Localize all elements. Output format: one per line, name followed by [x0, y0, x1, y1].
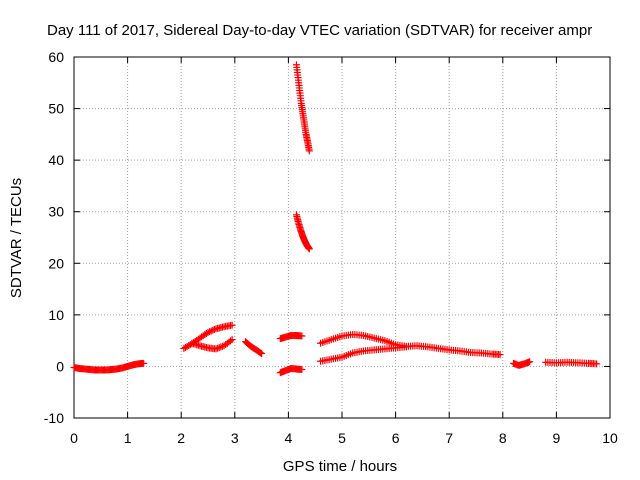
y-tick-label: 10: [48, 307, 64, 323]
data-point: [526, 358, 534, 366]
data-point: [214, 344, 222, 352]
series-dip-3h: [242, 338, 266, 358]
y-tick-label: -10: [44, 410, 64, 426]
series-late-8h: [510, 358, 534, 369]
data-point: [207, 327, 215, 335]
x-tick-label: 0: [70, 430, 78, 446]
data-point: [212, 345, 220, 353]
series-late-9h: [542, 358, 601, 368]
x-tick-label: 9: [553, 430, 561, 446]
series-early-baseline: [70, 359, 148, 374]
y-tick-label: 30: [48, 204, 64, 220]
data-point: [305, 147, 313, 155]
data-point: [204, 328, 212, 336]
x-tick-label: 6: [392, 430, 400, 446]
data-point: [140, 359, 148, 367]
data-marks: [70, 61, 601, 377]
data-point: [217, 343, 225, 351]
x-axis-label: GPS time / hours: [283, 458, 397, 475]
x-tick-label: 7: [445, 430, 453, 446]
data-point: [593, 360, 601, 368]
x-tick-label: 10: [602, 430, 618, 446]
data-point: [228, 321, 236, 329]
series-rise-2h-upper: [180, 321, 236, 352]
grid-lines: [74, 57, 610, 418]
data-point: [206, 328, 214, 336]
data-point: [496, 351, 504, 359]
data-point: [305, 245, 313, 253]
y-tick-label: 60: [48, 49, 64, 65]
series-hump-5h: [317, 330, 504, 359]
x-tick-label: 8: [499, 430, 507, 446]
y-tick-label: 0: [56, 358, 64, 374]
y-tick-label: 50: [48, 101, 64, 117]
series-arc-4h-lower: [276, 364, 306, 377]
series-arc-4h-upper: [276, 331, 306, 343]
y-tick-label: 40: [48, 152, 64, 168]
data-point: [227, 337, 235, 345]
series-spike-high: [292, 61, 313, 155]
series-spike-mid: [292, 211, 313, 253]
series-rise-2h-lower: [188, 336, 236, 353]
data-point: [298, 366, 306, 374]
x-tick-label: 3: [231, 430, 239, 446]
data-point: [402, 343, 410, 351]
data-point: [298, 332, 306, 340]
chart-title: Day 111 of 2017, Sidereal Day-to-day VTE…: [47, 22, 592, 39]
x-tick-label: 1: [124, 430, 132, 446]
series-low-5h: [317, 343, 410, 365]
y-tick-label: 20: [48, 255, 64, 271]
x-tick-label: 2: [177, 430, 185, 446]
axis-ticks: 0 1 2 3 4 5 6 7 8 9 10 -10 0 10 20 30 40 50 60: [44, 49, 618, 446]
data-point: [215, 344, 223, 352]
y-axis-label: SDTVAR / TECUs: [8, 178, 25, 298]
data-point: [210, 326, 218, 334]
data-point: [228, 336, 236, 344]
x-tick-label: 5: [338, 430, 346, 446]
data-point: [257, 349, 265, 357]
x-tick-label: 4: [285, 430, 293, 446]
data-point: [209, 326, 217, 334]
data-point: [258, 350, 266, 358]
